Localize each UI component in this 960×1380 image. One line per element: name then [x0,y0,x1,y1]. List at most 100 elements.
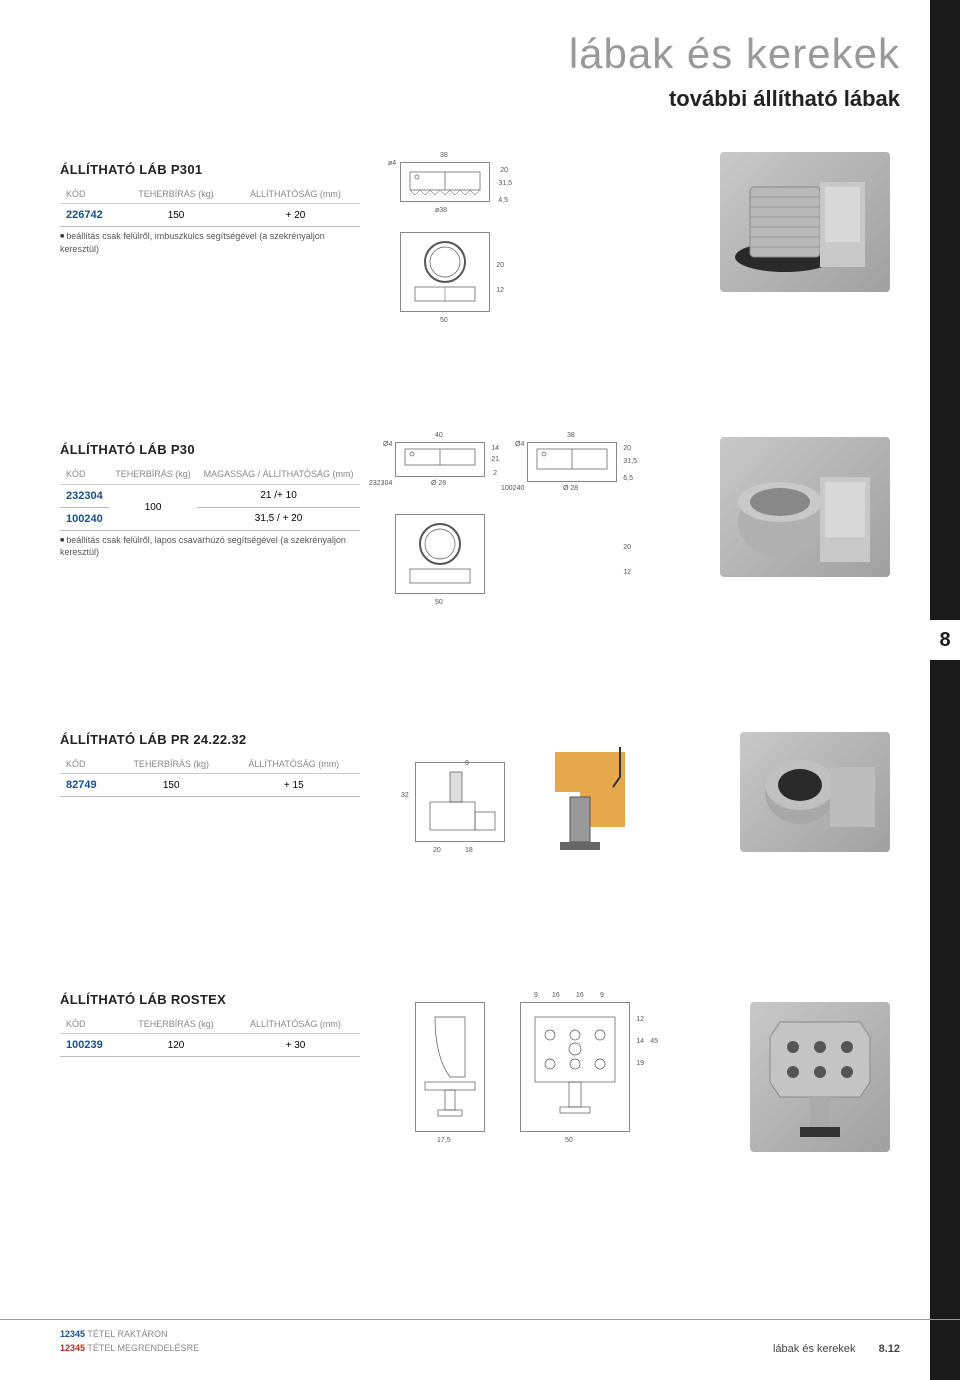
dim-label: Ø 28 [563,485,578,492]
col-header: KÓD [60,1015,121,1034]
load-cell: 100 [109,484,197,530]
category-title: lábak és kerekek [0,30,900,78]
section-note: beállítás csak felülről, lapos csavarhúz… [60,534,360,559]
dim-label: 6,5 [623,475,633,482]
adjust-cell: 31,5 / + 20 [197,507,360,530]
col-header: TEHERBÍRÁS (kg) [109,465,197,484]
spec-table: KÓD TEHERBÍRÁS (kg) MAGASSÁG / ÁLLÍTHATÓ… [60,465,360,531]
code-cell: 100240 [60,507,109,530]
dim-label: 12 [496,287,504,294]
dim-label: 20 [623,544,631,551]
dim-label: 9 [465,760,469,767]
dim-label: 16 [552,992,560,999]
dim-label: 14 [636,1038,644,1045]
dim-label: ø4 [388,160,396,167]
footer-category: lábak és kerekek [773,1343,856,1355]
dim-label: Ø4 [515,441,524,448]
adjust-cell: + 15 [228,774,360,797]
spec-table: KÓD TEHERBÍRÁS (kg) ÁLLÍTHATÓSÁG (mm) 22… [60,185,360,227]
code-cell: 226742 [60,204,121,227]
product-photo [740,732,890,852]
dim-label: 14 [491,445,499,452]
product-illustration [520,742,650,862]
code-cell: 232304 [60,484,109,507]
dim-label: 18 [465,847,473,854]
load-cell: 120 [121,1034,231,1057]
col-header: ÁLLÍTHATÓSÁG (mm) [228,755,360,774]
dim-label: 17,5 [437,1137,451,1144]
legend-stock-text: TÉTEL RAKTÁRON [87,1329,167,1339]
col-header: KÓD [60,465,109,484]
technical-drawing [520,1002,630,1132]
technical-drawing [527,442,617,482]
technical-drawing [415,1002,485,1132]
dim-label: 50 [440,317,448,324]
col-header: ÁLLÍTHATÓSÁG (mm) [231,1015,360,1034]
dim-label: 50 [435,599,443,606]
product-photo [720,437,890,577]
dim-label: 40 [435,432,443,439]
dim-label: 38 [440,152,448,159]
page-footer: 12345 TÉTEL RAKTÁRON 12345 TÉTEL MEGREND… [0,1319,960,1355]
dim-label: 20 [433,847,441,854]
technical-drawing [415,762,505,842]
table-row: 100239 120 + 30 [60,1034,360,1057]
table-row: 232304 100 21 /+ 10 [60,484,360,507]
dim-label: ø38 [435,207,447,214]
technical-drawing [400,162,490,202]
adjust-cell: 21 /+ 10 [197,484,360,507]
dim-label: 31,5 [498,180,512,187]
dim-label: Ø 28 [431,480,446,487]
dim-label: 9 [600,992,604,999]
section-note: beállítás csak felülről, imbuszkulcs seg… [60,230,360,255]
page-header: lábak és kerekek további állítható lábak [0,30,960,112]
col-header: MAGASSÁG / ÁLLÍTHATÓSÁG (mm) [197,465,360,484]
spec-table: KÓD TEHERBÍRÁS (kg) ÁLLÍTHATÓSÁG (mm) 82… [60,755,360,797]
product-photo [750,1002,890,1152]
dim-label: 20 [500,167,508,174]
adjust-cell: + 20 [231,204,360,227]
dim-label: 20 [623,445,631,452]
load-cell: 150 [115,774,228,797]
dim-label: 16 [576,992,584,999]
col-header: ÁLLÍTHATÓSÁG (mm) [231,185,360,204]
page-title: további állítható lábak [0,86,900,112]
technical-drawing [400,232,490,312]
col-header: TEHERBÍRÁS (kg) [121,185,231,204]
load-cell: 150 [121,204,231,227]
dim-label: 31,5 [623,458,637,465]
dim-label: 20 [496,262,504,269]
dim-label: 21 [491,456,499,463]
dim-label: 12 [636,1016,644,1023]
legend-order-code: 12345 [60,1343,85,1353]
dim-label: 32 [401,792,409,799]
dim-label: 4,5 [498,197,508,204]
dim-label: 100240 [501,485,524,492]
table-row: 82749 150 + 15 [60,774,360,797]
dim-label: 50 [565,1137,573,1144]
dim-label: 19 [636,1060,644,1067]
table-row: 226742 150 + 20 [60,204,360,227]
dim-label: 45 [650,1038,658,1045]
code-cell: 82749 [60,774,115,797]
dim-label: 38 [567,432,575,439]
adjust-cell: + 30 [231,1034,360,1057]
dim-label: 232304 [369,480,392,487]
technical-drawing [395,514,485,594]
dim-label: 12 [623,569,631,576]
col-header: KÓD [60,185,121,204]
page-number: 8.12 [879,1343,900,1355]
product-photo [720,152,890,292]
col-header: KÓD [60,755,115,774]
dim-label: 2 [493,470,497,477]
col-header: TEHERBÍRÁS (kg) [115,755,228,774]
code-cell: 100239 [60,1034,121,1057]
table-row: 100240 31,5 / + 20 [60,507,360,530]
dim-label: Ø4 [383,441,392,448]
dim-label: 9 [534,992,538,999]
col-header: TEHERBÍRÁS (kg) [121,1015,231,1034]
legend-stock-code: 12345 [60,1329,85,1339]
spec-table: KÓD TEHERBÍRÁS (kg) ÁLLÍTHATÓSÁG (mm) 10… [60,1015,360,1057]
technical-drawing [395,442,485,477]
legend-order-text: TÉTEL MEGRENDELÉSRE [87,1343,199,1353]
